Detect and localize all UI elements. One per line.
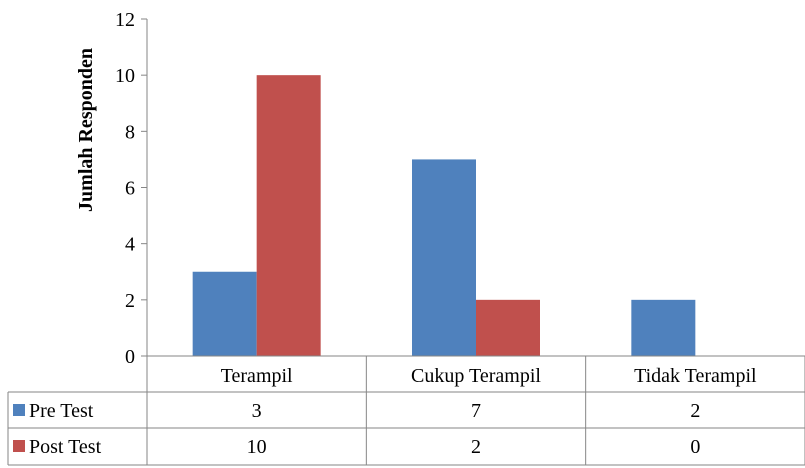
bar-pre-test-tidak-terampil — [631, 299, 696, 356]
y-tick-label: 12 — [115, 9, 135, 31]
data-table: Terampil Cukup Terampil Tidak Terampil Pre … — [7, 355, 805, 466]
data-table-value: 2 — [471, 436, 481, 458]
bar-pre-test-cukup-terampil — [412, 159, 476, 356]
legend-key-post-test — [13, 440, 25, 452]
legend-key-pre-test — [13, 404, 25, 416]
legend-label: Post Test — [29, 436, 102, 458]
category-label: Terampil — [221, 365, 293, 387]
y-tick-label: 4 — [125, 234, 135, 256]
y-tick-label: 2 — [125, 290, 135, 312]
category-label: Tidak Terampil — [634, 365, 757, 387]
y-tick-label: 10 — [115, 65, 135, 87]
y-tick-label: 6 — [125, 178, 135, 200]
data-table-value: 2 — [690, 400, 700, 422]
legend-label: Pre Test — [29, 400, 94, 422]
data-table-value: 7 — [471, 400, 481, 422]
bars — [192, 75, 696, 357]
category-label: Cukup Terampil — [411, 365, 541, 387]
data-table-value: 0 — [690, 436, 700, 458]
data-table-value: 10 — [247, 436, 267, 458]
bar-pre-test-terampil — [192, 271, 257, 356]
axes: 0 2 4 6 8 10 12 — [115, 9, 148, 368]
y-tick-label: 8 — [125, 121, 135, 143]
y-tick-label: 0 — [125, 346, 135, 368]
bar-post-test-cukup-terampil — [476, 299, 540, 356]
bar-post-test-terampil — [256, 75, 321, 357]
y-axis-label: Jumlah Responden — [75, 48, 97, 212]
data-table-value: 3 — [252, 400, 262, 422]
